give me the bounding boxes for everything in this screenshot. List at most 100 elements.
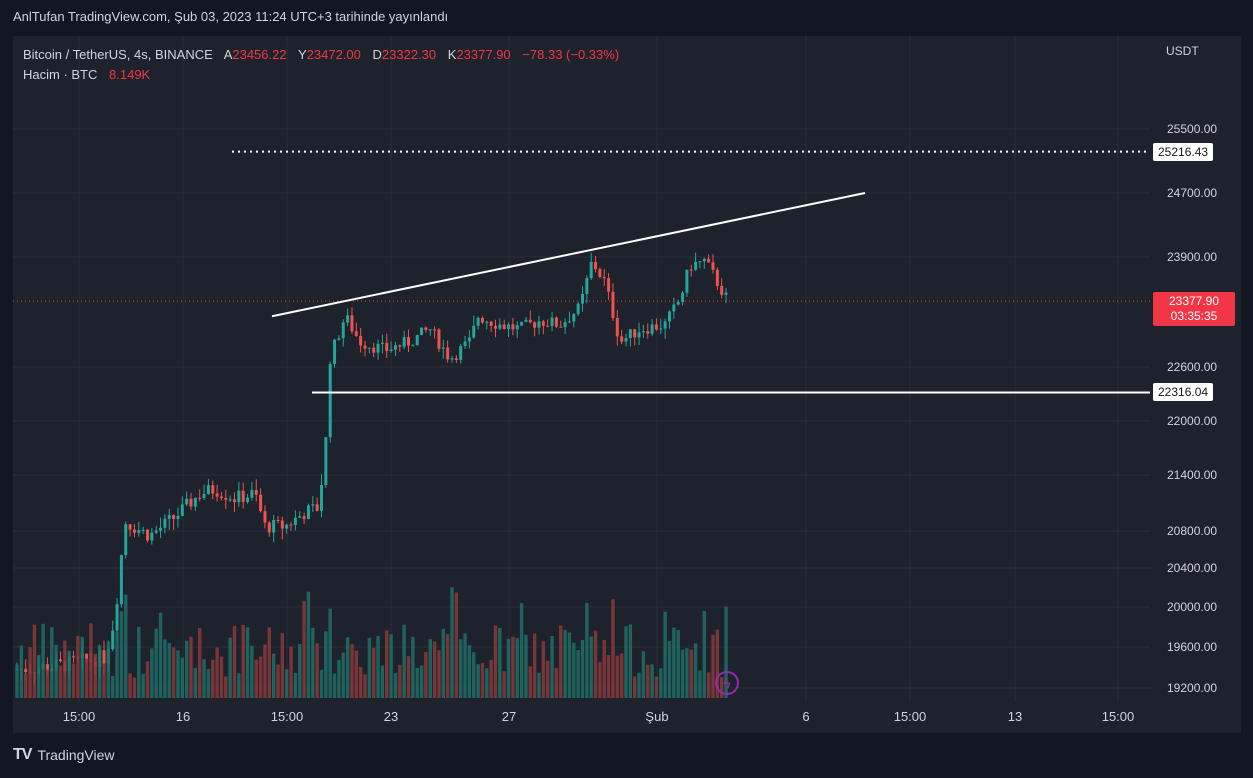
volume-bar-80 [363,674,367,698]
volume-bar-41 [193,667,198,698]
candle-body-120 [537,321,541,328]
volume-bar-34 [163,639,167,698]
volume-bar-81 [367,638,372,698]
pulse-icon[interactable]: ϟ [715,671,739,695]
candle-body-112 [502,324,506,329]
candle-body-88 [398,345,402,347]
volume-bar-55 [254,659,258,698]
volume-bar-152 [676,629,680,698]
candle-body-162 [720,285,724,295]
candle-body-44 [206,485,210,494]
y-tick-label-3: 22600.00 [1167,360,1217,374]
volume-bar-82 [372,647,376,698]
volume-bar-90 [406,656,411,698]
symbol-label[interactable]: Bitcoin / TetherUS, 4s, BINANCE [23,47,213,62]
volume-bar-159 [706,672,711,698]
candle-body-129 [576,303,580,315]
candle-body-123 [550,317,554,327]
candle-body-130 [581,293,584,304]
volume-bar-72 [328,608,332,698]
volume-bar-31 [150,648,154,698]
volume-bar-129 [576,649,580,698]
volume-bar-73 [332,673,337,698]
volume-bar-6 [41,623,45,698]
candle-body-102 [459,345,463,360]
candle-body-71 [324,437,328,486]
candle-body-51 [237,490,241,503]
close-label: K [447,47,457,62]
x-tick-label-4: 27 [502,709,516,724]
volume-bar-48 [224,676,228,698]
x-tick-label-7: 15:00 [894,709,927,724]
x-tick-label-1: 16 [176,709,190,724]
volume-bar-137 [611,599,615,698]
candle-body-42 [198,497,202,499]
volume-bar-15 [80,636,84,698]
open-value: 23456.22 [232,47,287,62]
candle-body-143 [637,332,641,338]
candle-body-156 [694,261,698,270]
candle-body-20 [102,650,106,664]
volume-bar-10 [58,665,63,698]
candle-body-7 [45,664,49,671]
volume-bar-8 [50,627,54,698]
volume-bar-79 [358,666,363,698]
volume-bar-38 [180,657,184,698]
volume-bar-125 [559,625,563,698]
candle-body-109 [489,321,493,326]
candle-body-45 [211,485,215,494]
volume-bar-23 [115,631,119,698]
candle-body-100 [450,358,454,360]
candle-body-148 [659,328,663,330]
candle-body-47 [219,496,223,498]
close-value: 23377.90 [456,47,511,62]
candle-body-37 [176,515,180,519]
y-tick-label-6: 20800.00 [1167,524,1217,538]
volume-bar-122 [546,660,550,698]
volume-bar-65 [298,643,302,698]
volume-bar-64 [293,672,298,698]
volume-bar-77 [350,644,354,698]
candle-body-59 [272,519,276,533]
volume-bar-92 [415,667,419,698]
volume-bar-149 [663,611,667,698]
x-tick-label-9: 15:00 [1102,709,1135,724]
volume-bar-117 [524,634,528,698]
volume-bar-131 [585,602,589,698]
volume-bar-99 [445,634,450,698]
candle-body-118 [528,319,532,323]
volume-bar-74 [337,659,341,698]
candle-body-48 [224,497,228,500]
candle-body-146 [650,324,654,334]
candle-body-83 [376,343,380,353]
volume-bar-93 [419,665,424,698]
volume-bar-9 [54,644,58,698]
volume-bar-140 [624,626,628,698]
candle-body-61 [280,520,284,529]
candle-body-145 [646,331,650,334]
candle-body-110 [494,325,497,329]
volume-label[interactable]: Hacim · BTC [23,67,98,82]
footer-brand[interactable]: TV TradingView [13,746,115,764]
candle-body-115 [515,325,519,330]
candle-body-57 [263,511,267,523]
volume-bar-63 [289,646,293,698]
volume-bar-84 [380,665,385,698]
y-tick-label-9: 19600.00 [1167,640,1217,654]
volume-bar-144 [641,651,646,698]
candle-body-34 [163,518,167,528]
axis-unit-label: USDT [1166,44,1199,58]
candle-body-70 [320,485,323,511]
volume-bar-153 [680,649,685,698]
candle-body-151 [672,304,676,312]
candle-body-55 [254,490,258,495]
volume-bar-143 [637,672,641,698]
candle-body-77 [350,315,354,332]
trend-line [271,192,866,318]
volume-bar-30 [145,661,150,698]
candle-body-53 [246,497,250,502]
volume-bar-100 [450,587,454,698]
volume-bar-42 [198,628,202,698]
candle-body-94 [424,327,428,331]
